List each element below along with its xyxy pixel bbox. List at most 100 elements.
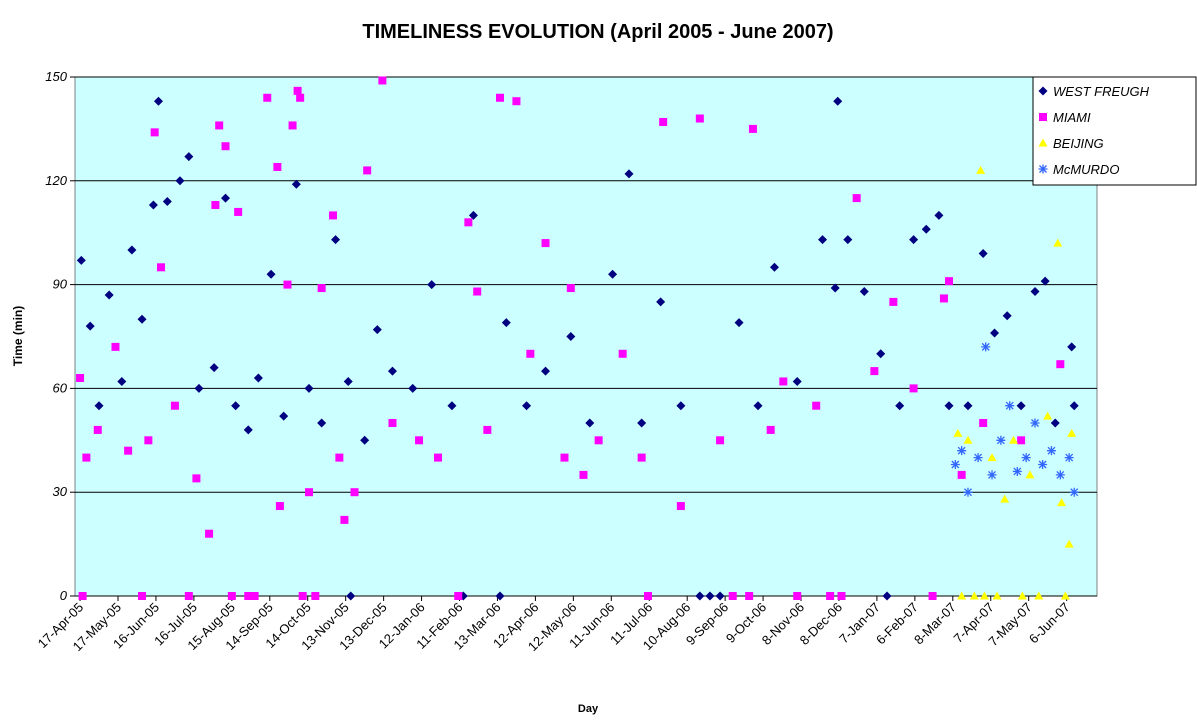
square-marker <box>695 114 704 123</box>
square-marker <box>1056 360 1065 369</box>
square-marker <box>1039 113 1047 121</box>
triangle-marker <box>992 591 1002 600</box>
triangle-marker <box>1053 238 1063 247</box>
diamond-marker <box>221 193 231 203</box>
y-tick-label: 60 <box>53 380 68 395</box>
diamond-marker <box>963 401 973 411</box>
diamond-marker <box>343 376 353 386</box>
square-marker <box>716 436 725 445</box>
diamond-marker <box>104 290 114 300</box>
y-tick-label: 120 <box>45 173 67 188</box>
diamond-marker <box>253 373 263 383</box>
diamond-marker <box>1040 276 1050 286</box>
square-marker <box>566 284 575 293</box>
triangle-marker <box>1034 591 1044 600</box>
diamond-marker <box>184 152 194 162</box>
square-marker <box>659 117 668 126</box>
square-marker <box>618 349 627 358</box>
triangle-marker <box>1025 470 1035 479</box>
square-marker <box>350 488 359 497</box>
square-marker <box>298 592 307 600</box>
diamond-marker <box>978 248 988 258</box>
series-points <box>76 96 1079 601</box>
diamond-marker <box>127 245 137 255</box>
square-marker <box>560 453 569 462</box>
x-tick-label: 6-Jun-07 <box>1026 600 1073 647</box>
asterisk-marker <box>1012 466 1022 476</box>
triangle-marker <box>979 591 989 600</box>
diamond-marker <box>468 210 478 220</box>
asterisk-marker <box>1038 460 1048 470</box>
square-marker <box>434 453 443 462</box>
square-marker <box>939 294 948 303</box>
square-marker <box>837 592 846 600</box>
triangle-marker <box>957 591 967 600</box>
diamond-marker <box>656 297 666 307</box>
square-marker <box>150 128 159 137</box>
square-marker <box>793 592 802 600</box>
diamond-marker <box>317 418 327 428</box>
x-axis-label: Day <box>578 703 599 715</box>
square-marker <box>852 194 861 203</box>
triangle-marker <box>987 453 997 462</box>
diamond-marker <box>705 591 715 601</box>
square-marker <box>288 121 297 130</box>
asterisk-marker <box>950 460 960 470</box>
square-marker <box>766 425 775 434</box>
x-tick-label: 9-Sep-06 <box>683 600 731 648</box>
square-marker <box>363 166 372 175</box>
square-marker <box>979 419 988 427</box>
diamond-marker <box>427 280 437 290</box>
diamond-marker <box>990 328 1000 338</box>
diamond-marker <box>833 96 843 106</box>
square-marker <box>889 297 898 306</box>
diamond-marker <box>501 318 511 328</box>
square-marker <box>454 592 463 600</box>
square-marker <box>138 592 147 600</box>
diamond-marker <box>175 176 185 186</box>
diamond-marker <box>1067 342 1077 352</box>
square-marker <box>464 218 473 227</box>
diamond-marker <box>585 418 595 428</box>
diamond-marker <box>346 591 356 601</box>
square-marker <box>329 211 338 220</box>
square-marker <box>745 592 754 600</box>
diamond-marker <box>279 411 289 421</box>
y-tick-label: 0 <box>60 588 68 603</box>
diamond-marker <box>1016 401 1026 411</box>
triangle-marker <box>969 591 979 600</box>
y-tick-label: 30 <box>53 484 68 499</box>
square-marker <box>909 384 918 393</box>
diamond-marker <box>753 401 763 411</box>
diamond-marker <box>387 366 397 376</box>
triangle-marker <box>1009 435 1019 444</box>
square-marker <box>945 277 954 286</box>
diamond-marker <box>734 318 744 328</box>
diamond-marker <box>792 376 802 386</box>
asterisk-marker <box>1030 418 1040 428</box>
diamond-marker <box>408 383 418 393</box>
asterisk-marker <box>981 342 991 352</box>
asterisk-marker <box>1064 453 1074 463</box>
diamond-marker <box>209 363 219 373</box>
asterisk-marker <box>996 435 1006 445</box>
square-marker <box>779 377 788 386</box>
series-points <box>953 165 1077 600</box>
square-marker <box>928 592 937 600</box>
diamond-marker <box>231 401 241 411</box>
square-marker <box>637 453 646 462</box>
y-tick-label: 90 <box>53 277 68 292</box>
square-marker <box>495 93 504 102</box>
legend-label: BEIJING <box>1053 136 1104 151</box>
square-marker <box>78 592 87 600</box>
asterisk-marker <box>987 470 997 480</box>
square-marker <box>215 121 224 130</box>
diamond-marker <box>608 269 618 279</box>
diamond-marker <box>148 200 158 210</box>
square-marker <box>378 76 387 85</box>
diamond-marker <box>1030 287 1040 297</box>
square-marker <box>812 401 821 410</box>
diamond-marker <box>153 96 163 106</box>
square-marker <box>388 419 397 427</box>
diamond-marker <box>243 425 253 435</box>
